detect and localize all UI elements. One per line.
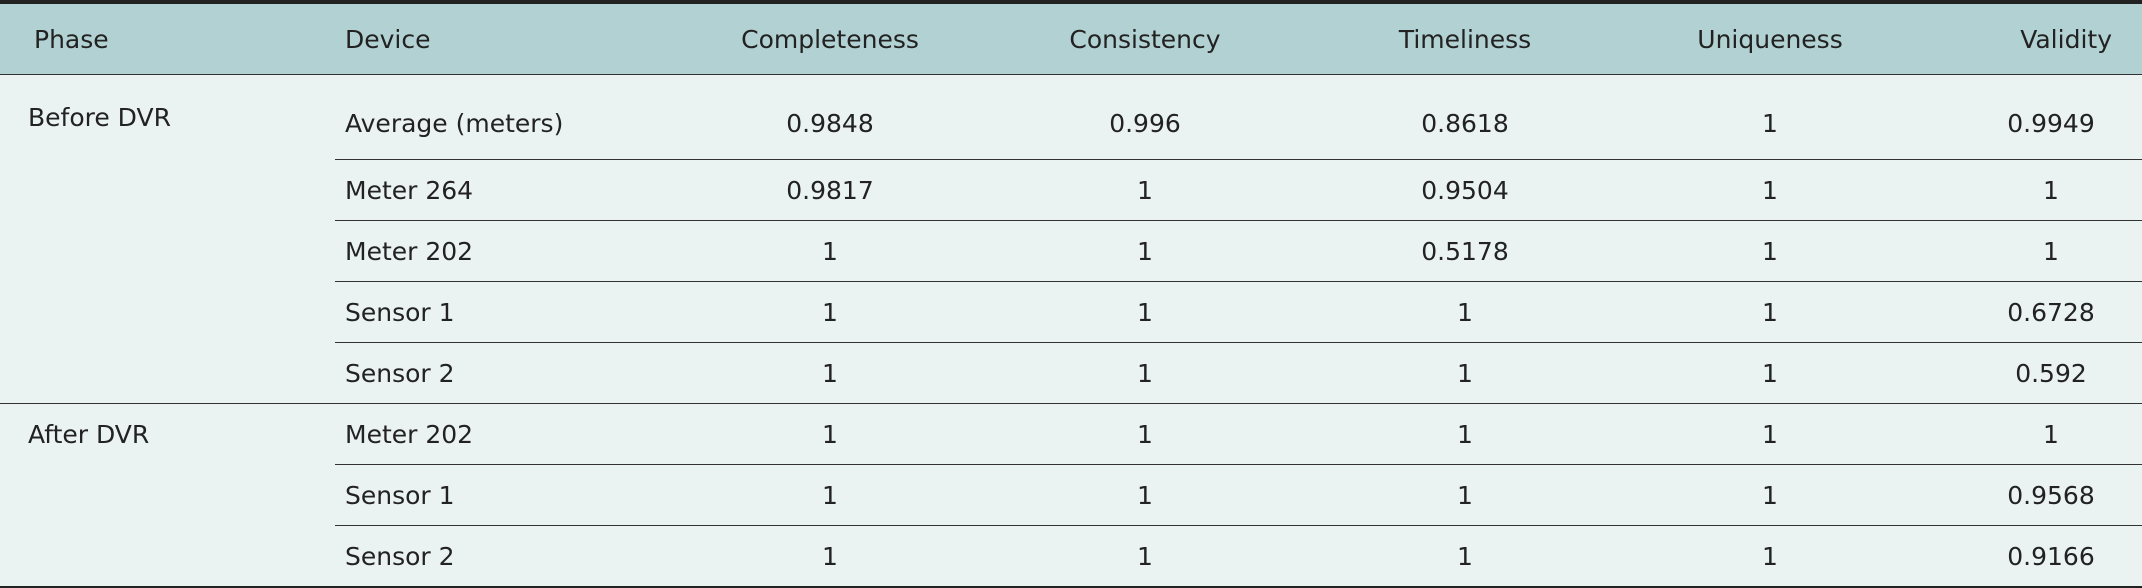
- value-cell: 1: [1620, 342, 1920, 404]
- value-cell: 1: [980, 525, 1310, 587]
- value-cell: 0.9817: [680, 159, 980, 221]
- value-cell: 0.9949: [1920, 74, 2142, 160]
- value-cell: 1: [680, 464, 980, 526]
- value-cell: 0.8618: [1310, 74, 1620, 160]
- table-row: Meter 264 0.9817 1 0.9504 1 1: [0, 159, 2142, 221]
- column-header: Completeness: [680, 2, 980, 75]
- column-header: Consistency: [980, 2, 1310, 75]
- value-cell: 1: [980, 342, 1310, 404]
- table-row: Before DVR Average (meters) 0.9848 0.996 0.8…: [0, 74, 2142, 404]
- value-cell: 1: [980, 403, 1310, 465]
- value-cell: 1: [1920, 403, 2142, 465]
- value-cell: 1: [980, 281, 1310, 343]
- value-cell: 0.5178: [1310, 220, 1620, 282]
- device-cell: Meter 264: [335, 159, 680, 221]
- value-cell: 1: [1620, 74, 1920, 160]
- value-cell: 1: [680, 525, 980, 587]
- table-row: Sensor 2 1 1 1 1 0.592: [0, 342, 2142, 404]
- device-cell: Sensor 2: [335, 342, 680, 404]
- device-cell: Average (meters): [335, 74, 680, 160]
- value-cell: 0.9166: [1920, 525, 2142, 587]
- value-cell: 0.6728: [1920, 281, 2142, 343]
- value-cell: 1: [1920, 159, 2142, 221]
- table-row: Sensor 1 1 1 1 1 0.9568: [0, 464, 2142, 526]
- value-cell: 0.9568: [1920, 464, 2142, 526]
- header-row: Phase Device Completeness Consistency Timeli…: [0, 2, 2142, 75]
- value-cell: 0.9848: [680, 74, 980, 160]
- table-row: Meter 202 1 1 0.5178 1 1: [0, 220, 2142, 282]
- value-cell: 1: [980, 464, 1310, 526]
- value-cell: 1: [680, 403, 980, 465]
- device-cell: Meter 202: [335, 403, 680, 465]
- value-cell: 1: [1310, 281, 1620, 343]
- column-header: Timeliness: [1310, 2, 1620, 75]
- value-cell: 1: [1310, 403, 1620, 465]
- column-header: Uniqueness: [1620, 2, 1920, 75]
- device-cell: Sensor 1: [335, 281, 680, 343]
- device-cell: Sensor 2: [335, 525, 680, 587]
- value-cell: 1: [1620, 159, 1920, 221]
- device-cell: Meter 202: [335, 220, 680, 282]
- column-header: Device: [335, 2, 680, 75]
- value-cell: 1: [1310, 464, 1620, 526]
- value-cell: 1: [680, 220, 980, 282]
- value-cell: 0.9504: [1310, 159, 1620, 221]
- value-cell: 0.996: [980, 74, 1310, 160]
- table-row: Sensor 1 1 1 1 1 0.6728: [0, 281, 2142, 343]
- value-cell: 1: [1310, 342, 1620, 404]
- device-cell: Sensor 1: [335, 464, 680, 526]
- value-cell: 1: [1620, 281, 1920, 343]
- value-cell: 1: [1920, 220, 2142, 282]
- phase-cell: After DVR: [0, 403, 335, 587]
- table-row: Sensor 2 1 1 1 1 0.9166: [0, 525, 2142, 587]
- value-cell: 1: [1620, 464, 1920, 526]
- value-cell: 1: [1310, 525, 1620, 587]
- value-cell: 1: [1620, 525, 1920, 587]
- value-cell: 1: [680, 342, 980, 404]
- table-body: Before DVR Average (meters) 0.9848 0.996 0.8…: [0, 74, 2142, 587]
- column-header: Validity: [1920, 2, 2142, 75]
- value-cell: 1: [680, 281, 980, 343]
- table-row: After DVR Meter 202 1 1 1 1 1: [0, 403, 2142, 587]
- table-header: Phase Device Completeness Consistency Timeli…: [0, 2, 2142, 75]
- value-cell: 1: [1620, 403, 1920, 465]
- value-cell: 1: [980, 220, 1310, 282]
- column-header: Phase: [0, 2, 335, 75]
- phase-cell: Before DVR: [0, 74, 335, 404]
- value-cell: 1: [980, 159, 1310, 221]
- value-cell: 0.592: [1920, 342, 2142, 404]
- value-cell: 1: [1620, 220, 1920, 282]
